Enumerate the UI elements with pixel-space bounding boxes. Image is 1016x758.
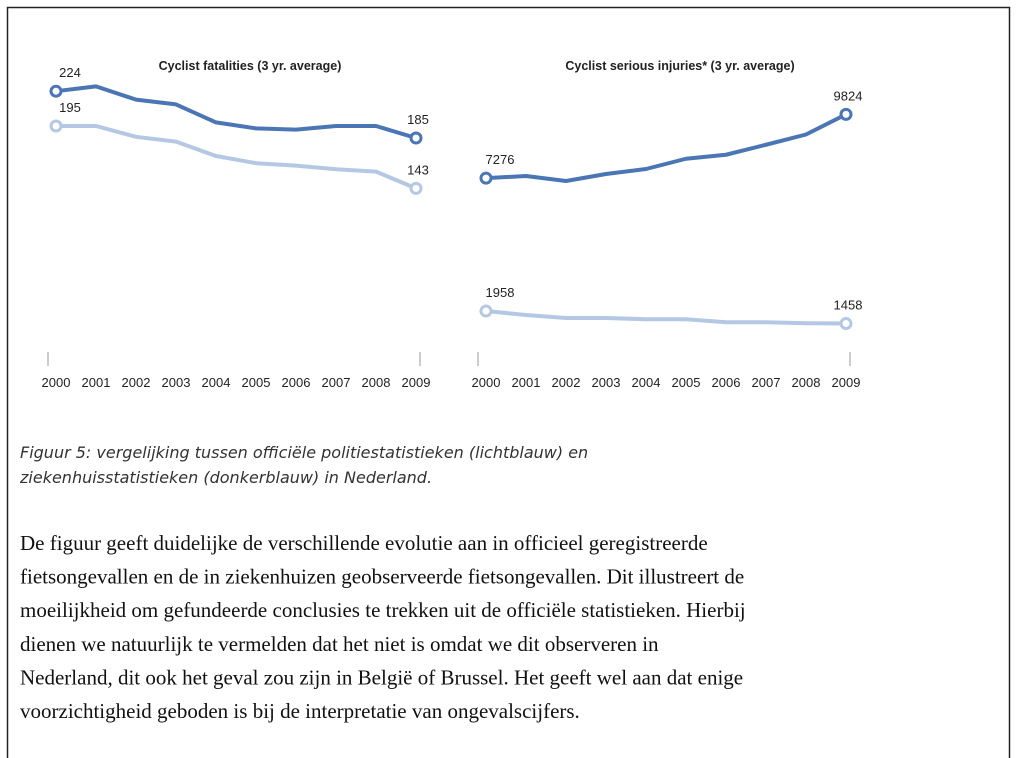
caption-line: Figuur 5: vergelijking tussen officiële …	[20, 443, 588, 462]
x-tick-label: 2007	[752, 375, 781, 390]
series-line	[485, 309, 847, 326]
paragraph-line: fietsongevallen en de in ziekenhuizen ge…	[20, 565, 744, 589]
x-tick-label: 2002	[552, 375, 581, 390]
x-tick-label: 2000	[42, 375, 71, 390]
series-line	[55, 84, 417, 140]
chart-title: Cyclist serious injuries* (3 yr. average…	[565, 59, 794, 73]
x-tick-label: 2003	[162, 375, 191, 390]
x-tick-label: 2008	[792, 375, 821, 390]
data-label: 224	[59, 65, 81, 80]
x-tick-label: 2008	[362, 375, 391, 390]
x-tick-label: 2005	[242, 375, 271, 390]
chart-title: Cyclist fatalities (3 yr. average)	[159, 59, 342, 73]
x-tick-label: 2007	[322, 375, 351, 390]
x-tick-label: 2006	[712, 375, 741, 390]
paragraph-line: moeilijkheid om gefundeerde conclusies t…	[20, 598, 746, 622]
x-tick-label: 2001	[512, 375, 541, 390]
series-line	[56, 124, 417, 191]
end-marker	[49, 84, 63, 98]
x-tick-label: 2000	[472, 375, 501, 390]
end-marker	[839, 107, 853, 121]
data-label: 1958	[486, 285, 515, 300]
end-marker	[479, 171, 493, 185]
paragraph-line: voorzichtigheid geboden is bij de interp…	[20, 699, 580, 723]
data-label: 195	[59, 100, 81, 115]
end-marker	[839, 317, 853, 331]
end-marker	[49, 119, 63, 133]
data-label: 185	[407, 112, 429, 127]
x-tick-label: 2004	[202, 375, 231, 390]
paragraph-line: De figuur geeft duidelijke de verschille…	[20, 531, 708, 555]
paragraph-line: Nederland, dit ook het geval zou zijn in…	[20, 665, 743, 689]
paragraph-line: dienen we natuurlijk te vermelden dat he…	[20, 632, 659, 656]
end-marker	[479, 304, 493, 318]
x-tick-label: 2002	[122, 375, 151, 390]
frame	[6, 6, 1011, 758]
x-tick-label: 2005	[672, 375, 701, 390]
x-tick-label: 2001	[82, 375, 111, 390]
x-tick-label: 2003	[592, 375, 621, 390]
x-tick-label: 2009	[832, 375, 861, 390]
x-tick-label: 2009	[402, 375, 431, 390]
data-label: 7276	[486, 152, 515, 167]
data-label: 9824	[834, 88, 863, 103]
data-label: 1458	[834, 298, 863, 313]
series-line	[485, 112, 847, 183]
end-marker	[409, 181, 423, 195]
end-marker	[409, 131, 423, 145]
x-tick-label: 2006	[282, 375, 311, 390]
data-label: 143	[407, 162, 429, 177]
caption-line: ziekenhuisstatistieken (donkerblauw) in …	[19, 468, 432, 487]
x-tick-label: 2004	[632, 375, 661, 390]
